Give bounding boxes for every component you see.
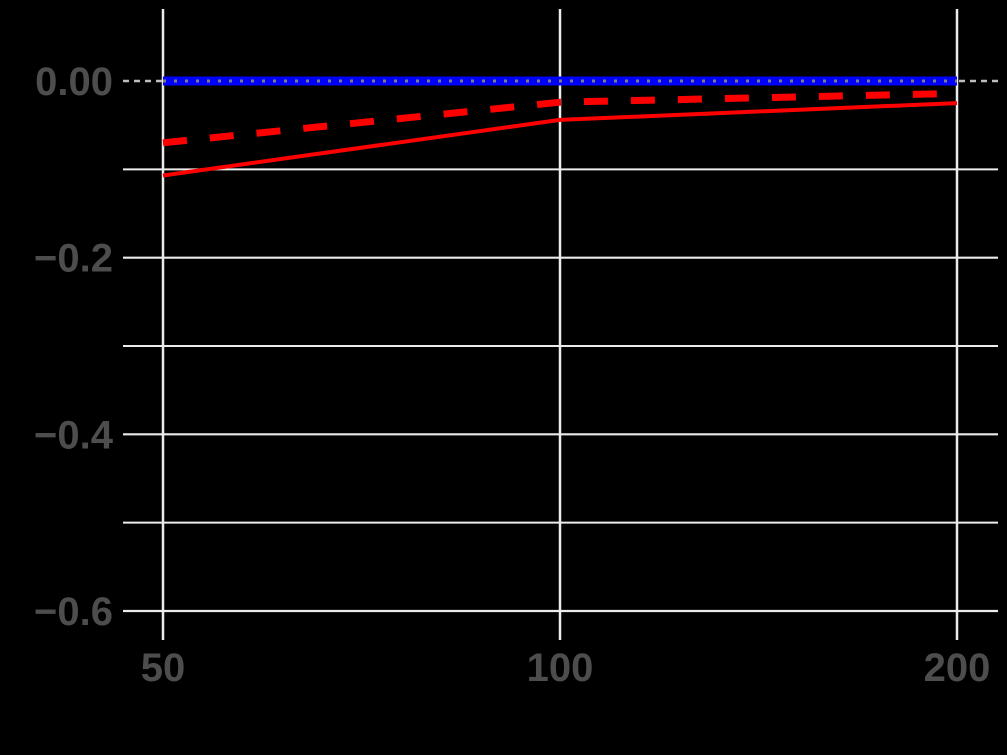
x-tick-label: 200 bbox=[924, 646, 991, 690]
y-tick-label: −0.2 bbox=[34, 237, 113, 281]
x-axis-tick-labels: 50 100 200 bbox=[141, 646, 991, 690]
y-axis-tick-labels: 0.00 −0.2 −0.4 −0.6 bbox=[34, 60, 114, 634]
gridlines bbox=[123, 9, 998, 640]
series-red-solid bbox=[162, 101, 958, 178]
y-tick-label: −0.6 bbox=[34, 590, 113, 634]
series-red-dashed bbox=[162, 89, 958, 147]
y-tick-label: −0.4 bbox=[34, 413, 114, 457]
data-series bbox=[162, 76, 958, 178]
x-tick-label: 50 bbox=[141, 646, 186, 690]
x-tick-label: 100 bbox=[527, 646, 594, 690]
y-tick-label: 0.00 bbox=[35, 60, 113, 104]
